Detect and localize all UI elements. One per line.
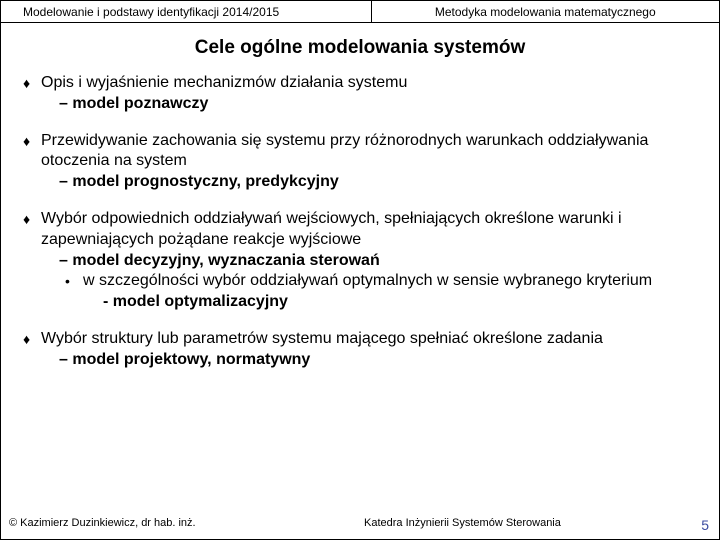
bullet-item: ♦ Przewidywanie zachowania się systemu p…: [23, 131, 697, 193]
header-left: Modelowanie i podstawy identyfikacji 201…: [1, 1, 372, 22]
dot-bullet-icon: •: [65, 271, 83, 313]
bullet-item: ♦ Wybór struktury lub parametrów systemu…: [23, 329, 697, 371]
item-main: Wybór struktury lub parametrów systemu m…: [41, 330, 603, 347]
item-sub-bold: model poznawczy: [41, 94, 697, 115]
bullet-text: Wybór struktury lub parametrów systemu m…: [41, 329, 697, 371]
item-sub2-text: w szczególności wybór oddziaływań optyma…: [83, 271, 697, 313]
item-sub2: • w szczególności wybór oddziaływań opty…: [41, 271, 697, 313]
diamond-bullet-icon: ♦: [23, 73, 41, 115]
bullet-item: ♦ Wybór odpowiednich oddziaływań wejścio…: [23, 209, 697, 313]
slide-title: Cele ogólne modelowania systemów: [1, 37, 719, 59]
footer-dept: Katedra Inżynierii Systemów Sterowania: [324, 517, 679, 533]
item-main: Opis i wyjaśnienie mechanizmów działania…: [41, 74, 407, 91]
item-main: Wybór odpowiednich oddziaływań wejściowy…: [41, 210, 622, 248]
item-main: Przewidywanie zachowania się systemu prz…: [41, 132, 648, 170]
slide: Modelowanie i podstawy identyfikacji 201…: [0, 0, 720, 540]
diamond-bullet-icon: ♦: [23, 131, 41, 193]
diamond-bullet-icon: ♦: [23, 209, 41, 313]
item-sub-bold: model projektowy, normatywny: [41, 350, 697, 371]
bullet-text: Przewidywanie zachowania się systemu prz…: [41, 131, 697, 193]
item-sub3-bold: model optymalizacyjny: [83, 292, 697, 313]
footer-author: © Kazimierz Duzinkiewicz, dr hab. inż.: [9, 517, 324, 533]
bullet-text: Wybór odpowiednich oddziaływań wejściowy…: [41, 209, 697, 313]
item-sub-bold: model decyzyjny, wyznaczania sterowań: [41, 251, 697, 272]
page-number: 5: [679, 517, 709, 533]
diamond-bullet-icon: ♦: [23, 329, 41, 371]
bullet-text: Opis i wyjaśnienie mechanizmów działania…: [41, 73, 697, 115]
header-right: Metodyka modelowania matematycznego: [372, 1, 720, 22]
footer: © Kazimierz Duzinkiewicz, dr hab. inż. K…: [1, 517, 719, 533]
bullet-item: ♦ Opis i wyjaśnienie mechanizmów działan…: [23, 73, 697, 115]
item-sub2-main: w szczególności wybór oddziaływań optyma…: [83, 272, 652, 289]
content: ♦ Opis i wyjaśnienie mechanizmów działan…: [1, 73, 719, 371]
item-sub-bold: model prognostyczny, predykcyjny: [41, 172, 697, 193]
header: Modelowanie i podstawy identyfikacji 201…: [1, 1, 719, 23]
